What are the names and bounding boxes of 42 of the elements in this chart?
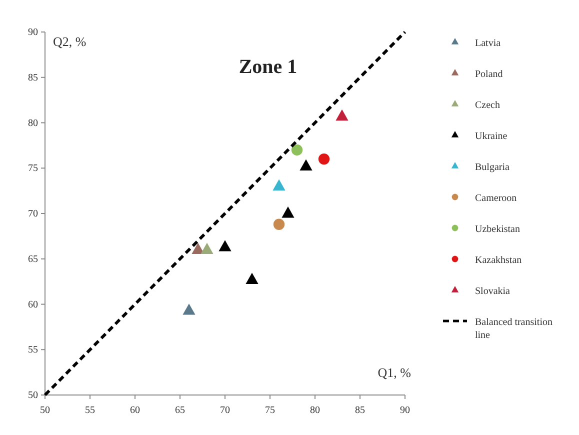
y-tick-label: 90 <box>28 27 38 38</box>
y-tick-label: 80 <box>28 118 38 129</box>
point <box>300 159 312 171</box>
point <box>246 272 258 284</box>
legend-label: Ukraine <box>475 131 508 142</box>
point <box>336 109 348 121</box>
x-tick-label: 60 <box>130 405 140 416</box>
y-axis-title: Q2, % <box>53 34 86 49</box>
legend-label: Cameroon <box>475 193 517 204</box>
point <box>318 153 330 165</box>
legend-label: Bulgaria <box>475 162 510 173</box>
legend-label: Balanced transition line <box>475 317 552 341</box>
x-tick-label: 85 <box>355 405 365 416</box>
x-tick-label: 80 <box>310 405 320 416</box>
y-tick-label: 85 <box>28 72 38 84</box>
x-tick-label: 90 <box>400 405 410 416</box>
x-tick-label: 55 <box>85 405 95 416</box>
point <box>272 179 286 190</box>
y-tick-label: 60 <box>28 299 38 310</box>
point <box>291 144 303 156</box>
point <box>182 304 196 315</box>
x-tick-label: 75 <box>265 405 275 416</box>
y-tick-label: 70 <box>28 208 38 220</box>
legend-label: Kazakhstan <box>475 255 522 266</box>
x-tick-label: 65 <box>175 405 185 416</box>
x-tick-label: 70 <box>220 405 230 416</box>
legend-label: Uzbekistan <box>475 224 520 235</box>
y-tick-label: 55 <box>28 344 38 356</box>
point <box>200 242 214 254</box>
x-axis-title: Q1, % <box>378 365 412 380</box>
point <box>282 206 294 218</box>
legend-label: Poland <box>475 69 503 80</box>
annotation: Zone 1 <box>238 56 298 78</box>
point <box>273 218 285 230</box>
legend-label: Latvia <box>475 38 502 49</box>
legend-label: Slovakia <box>475 286 511 297</box>
y-tick-label: 65 <box>28 254 38 265</box>
point <box>218 240 232 252</box>
legend-label: Czech <box>475 100 500 111</box>
y-tick-label: 50 <box>28 390 38 401</box>
y-tick-label: 75 <box>28 163 38 174</box>
x-tick-label: 50 <box>40 405 50 416</box>
